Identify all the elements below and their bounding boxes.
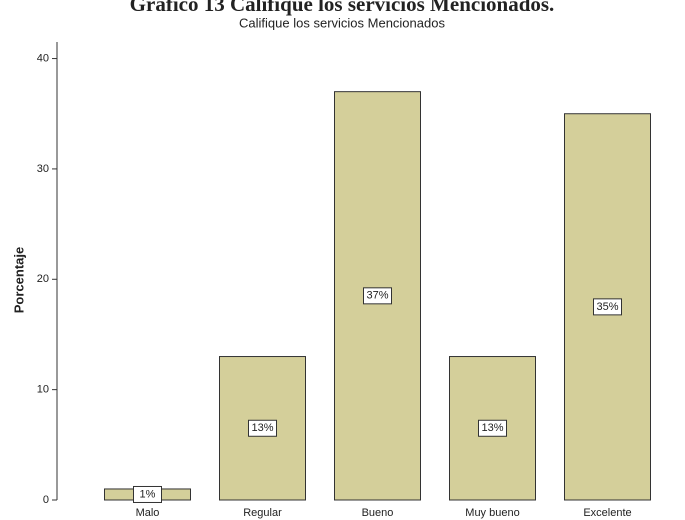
data-label: 37% xyxy=(366,290,388,302)
y-tick-label: 40 xyxy=(37,52,49,64)
x-tick-label: Regular xyxy=(243,507,282,519)
x-tick-label: Muy bueno xyxy=(465,507,519,519)
data-label: 13% xyxy=(481,422,503,434)
x-tick-label: Bueno xyxy=(362,507,394,519)
data-label-box xyxy=(363,287,392,305)
data-label: 35% xyxy=(596,301,618,313)
chart-title: Gráfico 13 Califique los servicios Menci… xyxy=(130,0,555,16)
data-label-box xyxy=(593,298,622,316)
x-tick-label: Malo xyxy=(136,507,160,519)
y-tick-label: 0 xyxy=(43,494,49,506)
data-label: 13% xyxy=(251,422,273,434)
data-label-box xyxy=(248,419,277,437)
data-label: 1% xyxy=(140,488,156,500)
y-tick-label: 10 xyxy=(37,384,49,396)
y-tick-label: 20 xyxy=(37,273,49,285)
y-tick-label: 30 xyxy=(37,163,49,175)
y-axis-label: Porcentaje xyxy=(11,247,26,313)
chart-subtitle: Califique los servicios Mencionados xyxy=(239,15,445,30)
x-tick-label: Excelente xyxy=(583,507,631,519)
data-label-box xyxy=(478,419,507,437)
data-label-box xyxy=(133,485,162,503)
